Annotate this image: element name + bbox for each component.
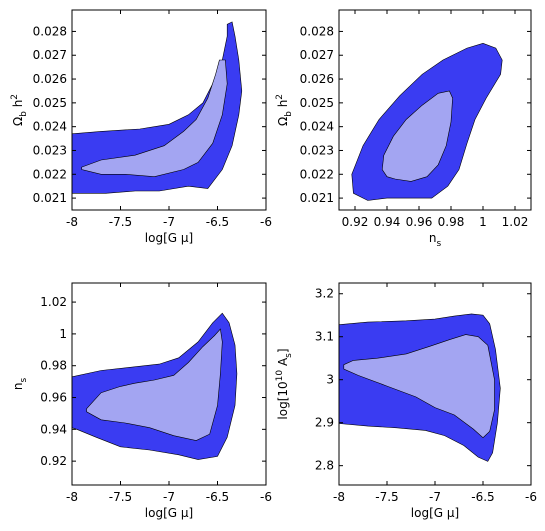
y-tick-label: 0.023	[300, 143, 334, 157]
y-tick-label: 0.028	[300, 24, 334, 38]
x-tick-label: -7.5	[109, 490, 132, 504]
x-tick-label: -8	[66, 490, 78, 504]
y-tick-label: 0.024	[33, 120, 67, 134]
x-tick-label: 0.92	[342, 215, 369, 229]
x-tick-label: -7	[429, 490, 441, 504]
y-axis-label: ns	[11, 378, 29, 391]
y-tick-label: 0.028	[33, 24, 67, 38]
inner-confidence-region	[343, 334, 495, 439]
y-tick-label: 3	[326, 373, 334, 387]
x-tick-label: -7	[163, 490, 175, 504]
y-tick-label: 0.92	[40, 454, 67, 468]
y-tick-label: 0.021	[300, 191, 334, 205]
x-tick-label: -6.5	[471, 490, 494, 504]
x-tick-label: -7.5	[375, 490, 398, 504]
y-tick-label: 0.98	[40, 359, 67, 373]
inner-confidence-region	[81, 59, 228, 178]
y-tick-label: 0.023	[33, 143, 67, 157]
inner-confidence-region	[86, 328, 223, 441]
y-tick-label: 1	[59, 327, 67, 341]
y-tick-label: 0.96	[40, 391, 67, 405]
y-tick-label: 0.022	[300, 167, 334, 181]
y-tick-label: 0.026	[33, 72, 67, 86]
x-tick-label: -6.5	[206, 490, 229, 504]
x-tick-label: 1.02	[502, 215, 529, 229]
x-tick-label: 0.94	[374, 215, 401, 229]
x-tick-label: 0.96	[406, 215, 433, 229]
y-tick-label: 0.024	[300, 120, 334, 134]
x-tick-label: -8	[66, 215, 78, 229]
y-axis-label: Ωb h2	[10, 94, 29, 126]
y-tick-label: 0.027	[33, 48, 67, 62]
x-tick-label: 1	[479, 215, 487, 229]
x-axis-label: log[G μ]	[145, 231, 193, 245]
y-tick-label: 0.022	[33, 167, 67, 181]
y-tick-label: 0.025	[300, 96, 334, 110]
x-tick-label: -6	[260, 490, 272, 504]
y-tick-label: 3.2	[315, 287, 334, 301]
y-tick-label: 3.1	[315, 330, 334, 344]
panel-4: -8 -7.5 -7 -6.5 -6 2.8 2.9 3 3.1 3.2 log[G μ] log[1…	[275, 282, 537, 520]
y-tick-label: 1.02	[40, 295, 67, 309]
x-tick-label: -6.5	[206, 215, 229, 229]
y-tick-label: 0.026	[300, 72, 334, 86]
x-axis-label: log[G μ]	[145, 506, 193, 520]
panel-1: -8 -7.5 -7 -6.5 -6 0.021 0.022 0.023 0.024 0.025 0…	[10, 9, 272, 245]
x-tick-label: -8	[333, 490, 345, 504]
y-tick-label: 0.021	[33, 191, 67, 205]
y-tick-label: 0.94	[40, 422, 67, 436]
panel-2: 0.92 0.94 0.96 0.98 1 1.02 0.021 0.022 0.023 0.02…	[275, 9, 532, 249]
plot-frame	[338, 9, 532, 211]
x-axis-label: log[G μ]	[411, 506, 459, 520]
x-tick-label: -6	[260, 215, 272, 229]
x-tick-label: 0.98	[438, 215, 465, 229]
y-tick-label: 0.027	[300, 48, 334, 62]
inner-confidence-region	[381, 90, 453, 182]
y-axis-label: log[1010 As]	[275, 348, 294, 419]
x-tick-label: -6	[525, 490, 537, 504]
y-axis-label: Ωb h2	[275, 94, 294, 126]
y-tick-label: 2.9	[315, 416, 334, 430]
y-tick-label: 0.025	[33, 96, 67, 110]
y-tick-label: 2.8	[315, 459, 334, 473]
x-axis-label: ns	[429, 231, 442, 249]
panel-3: -8 -7.5 -7 -6.5 -6 0.92 0.94 0.96 0.98 1 1.02 log[G…	[11, 282, 272, 520]
x-tick-label: -7	[163, 215, 175, 229]
x-tick-label: -7.5	[109, 215, 132, 229]
